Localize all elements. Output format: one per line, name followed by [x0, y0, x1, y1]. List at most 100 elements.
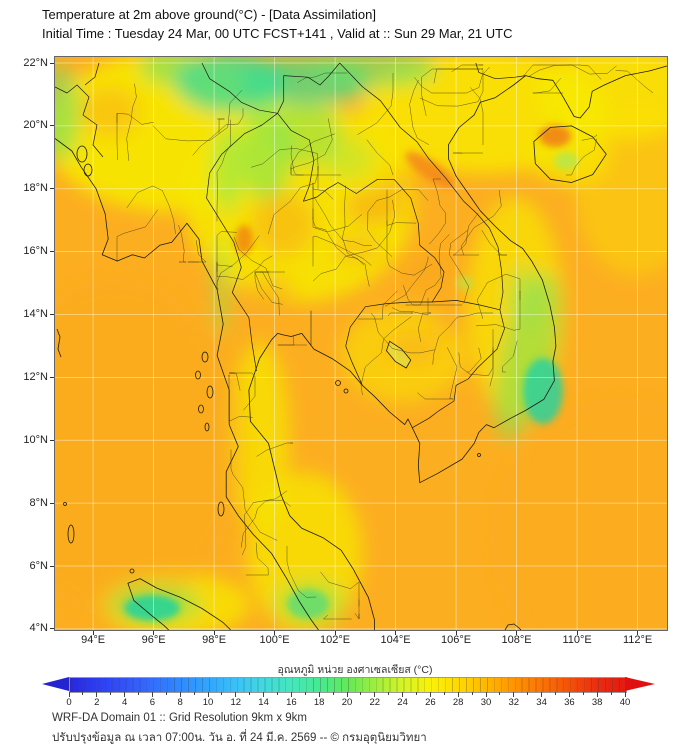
colorbar-tick-mark	[304, 692, 306, 695]
colorbar-tick-label: 10	[202, 697, 214, 708]
lon-tick-mark	[213, 631, 215, 635]
lon-tick-mark	[516, 631, 518, 635]
colorbar-tick-mark	[402, 692, 404, 697]
province-borders	[116, 64, 654, 620]
colorbar-left-arrow	[42, 677, 69, 691]
colorbar-title: อุณหภูมิ หน่วย องศาเซลเซียส (°C)	[277, 664, 433, 676]
colorbar-tick-mark	[388, 692, 390, 695]
lon-tick-label: 102°E	[320, 634, 351, 646]
colorbar-tick-label: 8	[177, 697, 183, 708]
colorbar-tick-mark	[610, 692, 612, 695]
colorbar-tick-label: 38	[591, 697, 603, 708]
colorbar-tick-mark	[624, 692, 626, 697]
colorbar-tick-mark	[221, 692, 223, 695]
colorbar-tick-label: 30	[480, 697, 492, 708]
colorbar-tick-mark	[124, 692, 126, 697]
lon-tick-label: 94°E	[81, 634, 106, 646]
colorbar-tick-label: 40	[619, 697, 631, 708]
colorbar-tick-mark	[96, 692, 98, 697]
colorbar-tick-mark	[165, 692, 167, 695]
lon-tick-mark	[92, 631, 94, 635]
colorbar-tick-mark	[249, 692, 251, 695]
colorbar-tick-mark	[179, 692, 181, 697]
lon-tick-label: 112°E	[622, 634, 653, 646]
lat-tick-mark	[50, 188, 54, 190]
footer-model-info: WRF-DA Domain 01 :: Grid Resolution 9km …	[52, 712, 307, 724]
colorbar-tick-mark	[568, 692, 570, 697]
colorbar-tick-mark	[527, 692, 529, 695]
lon-tick-mark	[274, 631, 276, 635]
lon-tick-mark	[637, 631, 639, 635]
grid-lines	[55, 57, 667, 630]
colorbar-tick-mark	[263, 692, 265, 697]
lon-tick-label: 110°E	[562, 634, 592, 646]
colorbar-tick-mark	[277, 692, 278, 695]
colorbar-tick-mark	[235, 692, 237, 697]
lat-tick-label: 6°N	[29, 559, 48, 572]
lon-tick-mark	[334, 631, 336, 635]
lon-tick-mark	[455, 631, 457, 635]
lat-tick-mark	[50, 376, 54, 378]
lon-tick-mark	[153, 631, 155, 635]
colorbar-tick-mark	[513, 692, 515, 697]
lon-tick-label: 104°E	[380, 634, 411, 646]
colorbar-tick-mark	[499, 692, 501, 695]
colorbar-tick-mark	[541, 692, 543, 697]
lat-tick-mark	[50, 62, 54, 64]
lat-tick-mark	[50, 251, 54, 253]
colorbar-tick-mark	[346, 692, 348, 697]
lat-tick-label: 12°N	[23, 370, 48, 383]
lon-tick-label: 98°E	[202, 634, 227, 646]
colorbar	[42, 677, 655, 693]
colorbar-tick-mark	[457, 692, 459, 697]
colorbar-tick-mark	[207, 692, 209, 697]
colorbar-tick-mark	[555, 692, 556, 695]
colorbar-tick-label: 20	[341, 697, 353, 708]
lat-tick-mark	[50, 502, 54, 504]
lat-tick-mark	[50, 314, 54, 315]
colorbar-tick-mark	[416, 692, 417, 695]
lon-tick-mark	[395, 631, 397, 635]
country-borders	[55, 62, 526, 429]
colorbar-tick-label: 26	[425, 697, 436, 708]
lat-tick-label: 16°N	[23, 245, 48, 258]
lat-tick-label: 18°N	[23, 182, 48, 195]
colorbar-tick-label: 2	[94, 697, 100, 708]
colorbar-tick-label: 22	[369, 697, 381, 708]
coastlines	[55, 65, 667, 630]
colorbar-tick-mark	[82, 692, 84, 695]
colorbar-tick-mark	[374, 692, 376, 697]
lat-tick-label: 22°N	[23, 56, 48, 69]
colorbar-tick-mark	[290, 692, 292, 697]
colorbar-tick-mark	[596, 692, 598, 697]
lon-tick-mark	[576, 631, 578, 635]
colorbar-tick-label: 16	[286, 697, 297, 708]
colorbar-tick-mark	[582, 692, 584, 695]
colorbar-tick-label: 36	[564, 697, 575, 708]
colorbar-tick-mark	[68, 692, 70, 697]
temperature-field	[55, 57, 667, 630]
lon-tick-label: 100°E	[259, 634, 290, 646]
lat-tick-mark	[50, 125, 54, 127]
colorbar-gradient	[69, 677, 627, 693]
lat-tick-label: 20°N	[23, 119, 48, 132]
colorbar-tick-mark	[485, 692, 487, 697]
colorbar-tick-mark	[138, 692, 139, 695]
map-subtitle: Initial Time : Tuesday 24 Mar, 00 UTC FC…	[42, 26, 513, 41]
footer-update-info: ปรับปรุงข้อมูล ณ เวลา 07:00น. วัน อ. ที่…	[52, 732, 427, 744]
colorbar-tick-label: 24	[397, 697, 408, 708]
colorbar-tick-label: 6	[149, 697, 156, 708]
colorbar-tick-mark	[360, 692, 362, 695]
colorbar-tick-mark	[151, 692, 153, 697]
lat-tick-mark	[50, 439, 54, 441]
colorbar-tick-label: 4	[121, 697, 128, 708]
lat-tick-mark	[50, 565, 54, 567]
colorbar-tick-mark	[332, 692, 334, 695]
colorbar-tick-label: 18	[313, 697, 325, 708]
lon-tick-label: 96°E	[141, 634, 166, 646]
colorbar-tick-label: 14	[258, 697, 269, 708]
map-canvas	[55, 57, 667, 630]
lon-tick-label: 106°E	[441, 634, 472, 646]
lat-tick-label: 4°N	[29, 622, 48, 635]
